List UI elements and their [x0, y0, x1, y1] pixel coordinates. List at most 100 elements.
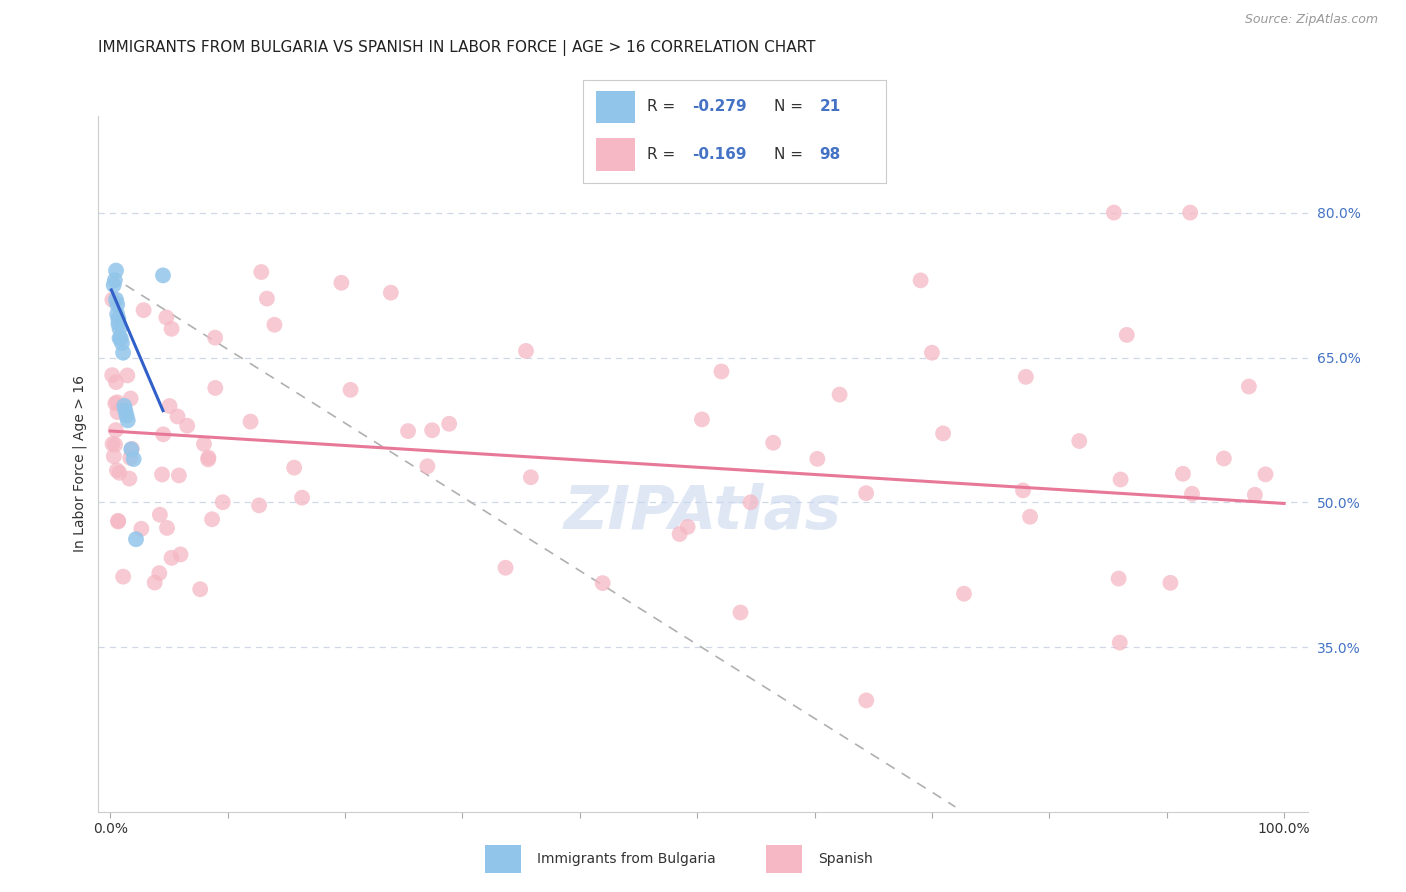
Point: [166, 409, 188, 424]
Point: [117, 368, 139, 383]
Point: [201, 512, 224, 526]
Point: [204, 381, 226, 395]
Point: [211, 495, 233, 509]
FancyBboxPatch shape: [596, 91, 636, 123]
Point: [396, 424, 419, 438]
Point: [121, 442, 143, 456]
Point: [193, 437, 215, 451]
Point: [152, 268, 174, 283]
Text: 98: 98: [820, 146, 841, 161]
Point: [668, 527, 690, 541]
Text: ZIPAtlas: ZIPAtlas: [564, 483, 842, 542]
Y-axis label: In Labor Force | Age > 16: In Labor Force | Age > 16: [73, 376, 87, 552]
Point: [112, 569, 135, 583]
FancyBboxPatch shape: [485, 845, 522, 872]
Point: [108, 321, 131, 335]
Point: [1069, 434, 1091, 448]
Point: [855, 693, 877, 707]
Point: [104, 396, 127, 410]
Point: [105, 395, 128, 409]
Point: [330, 276, 353, 290]
Point: [204, 331, 226, 345]
Point: [921, 345, 943, 359]
Point: [105, 307, 128, 321]
Point: [107, 405, 129, 419]
Point: [156, 521, 179, 535]
Point: [108, 466, 131, 480]
Point: [953, 587, 976, 601]
Point: [283, 460, 305, 475]
Point: [1254, 467, 1277, 482]
Point: [1181, 487, 1204, 501]
Point: [120, 442, 142, 457]
Point: [515, 343, 537, 358]
Point: [730, 606, 752, 620]
Point: [115, 409, 138, 423]
Point: [762, 435, 785, 450]
Point: [152, 427, 174, 442]
Point: [1102, 205, 1125, 219]
Point: [740, 495, 762, 509]
Point: [105, 293, 128, 307]
Point: [1180, 205, 1202, 219]
Point: [1159, 575, 1181, 590]
Point: [148, 566, 170, 581]
Point: [1108, 635, 1130, 649]
Point: [101, 368, 124, 383]
Point: [160, 322, 183, 336]
Point: [710, 364, 733, 378]
Point: [105, 375, 128, 389]
Point: [131, 522, 153, 536]
Point: [159, 399, 181, 413]
Point: [104, 273, 127, 287]
Point: [108, 331, 131, 345]
Text: R =: R =: [647, 146, 681, 161]
Point: [149, 508, 172, 522]
Point: [420, 423, 443, 437]
Point: [855, 486, 877, 500]
Point: [105, 263, 128, 277]
Text: N =: N =: [773, 146, 808, 161]
Point: [111, 336, 134, 351]
Text: Source: ZipAtlas.com: Source: ZipAtlas.com: [1244, 13, 1378, 27]
Point: [1171, 467, 1194, 481]
Point: [197, 452, 219, 467]
Point: [806, 451, 828, 466]
Point: [114, 403, 136, 417]
Text: Spanish: Spanish: [818, 852, 873, 865]
Point: [103, 278, 125, 293]
Text: N =: N =: [773, 99, 808, 114]
Point: [239, 415, 262, 429]
Point: [1244, 488, 1267, 502]
Point: [107, 317, 129, 331]
Point: [1115, 327, 1137, 342]
Point: [1019, 509, 1042, 524]
Point: [110, 331, 132, 345]
Point: [250, 265, 273, 279]
Point: [176, 418, 198, 433]
Point: [1015, 369, 1038, 384]
Text: -0.169: -0.169: [692, 146, 747, 161]
Point: [125, 532, 148, 546]
Point: [112, 399, 135, 413]
Point: [155, 310, 177, 325]
Point: [263, 318, 285, 332]
Text: IMMIGRANTS FROM BULGARIA VS SPANISH IN LABOR FORCE | AGE > 16 CORRELATION CHART: IMMIGRANTS FROM BULGARIA VS SPANISH IN L…: [98, 40, 815, 56]
Point: [520, 470, 543, 484]
Point: [104, 423, 127, 437]
Point: [120, 450, 142, 465]
Point: [1108, 572, 1130, 586]
Point: [107, 514, 129, 528]
Text: Immigrants from Bulgaria: Immigrants from Bulgaria: [537, 852, 716, 865]
Point: [143, 575, 166, 590]
Point: [112, 345, 135, 359]
Point: [1237, 379, 1260, 393]
Point: [107, 312, 129, 326]
Point: [1012, 483, 1035, 498]
Point: [592, 576, 614, 591]
Point: [910, 273, 932, 287]
Point: [676, 520, 699, 534]
FancyBboxPatch shape: [596, 137, 636, 170]
Point: [690, 412, 713, 426]
Point: [495, 561, 517, 575]
